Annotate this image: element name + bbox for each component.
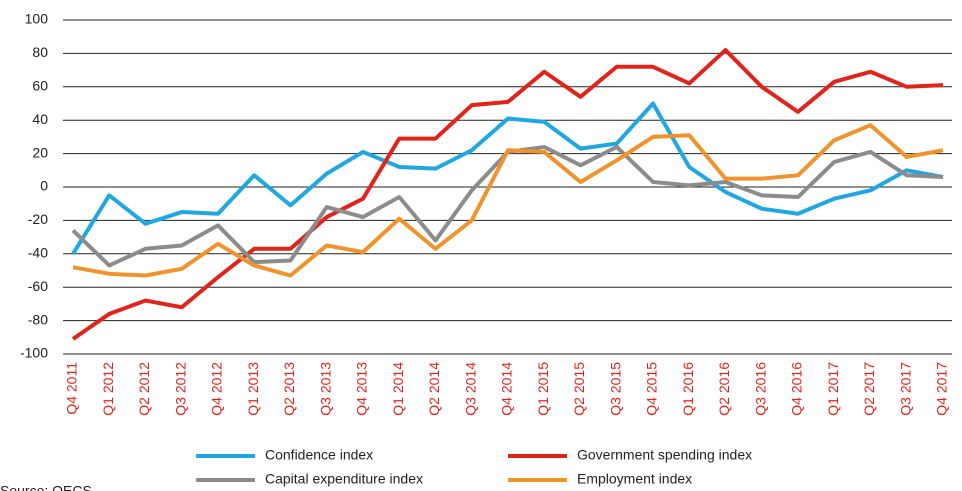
legend-label: Employment index: [577, 471, 692, 487]
x-tick-label: Q1 2012: [100, 362, 116, 416]
y-tick-label: -60: [28, 278, 48, 294]
x-tick-label: Q1 2017: [825, 362, 841, 416]
x-tick-label: Q2 2015: [571, 362, 587, 416]
x-tick-label: Q2 2013: [281, 362, 297, 416]
y-tick-label: 80: [32, 44, 48, 60]
x-tick-label: Q3 2013: [317, 362, 333, 416]
y-tick-label: -80: [28, 311, 48, 327]
x-tick-label: Q3 2017: [897, 362, 913, 416]
x-tick-label: Q3 2014: [462, 362, 478, 416]
legend-label: Government spending index: [577, 447, 752, 463]
x-tick-label: Q2 2016: [716, 362, 732, 416]
x-tick-label: Q4 2013: [354, 362, 370, 416]
y-tick-label: 60: [32, 78, 48, 94]
x-tick-label: Q4 2016: [789, 362, 805, 416]
y-tick-label: 20: [32, 144, 48, 160]
x-tick-label: Q4 2015: [644, 362, 660, 416]
x-tick-label: Q4 2014: [499, 362, 515, 416]
y-tick-label: -100: [20, 345, 48, 361]
x-tick-label: Q4 2012: [209, 362, 225, 416]
x-tick-label: Q1 2013: [245, 362, 261, 416]
x-tick-label: Q3 2012: [172, 362, 188, 416]
x-tick-label: Q4 2011: [64, 362, 80, 415]
y-tick-label: -40: [28, 245, 48, 261]
x-tick-label: Q1 2016: [680, 362, 696, 416]
y-tick-label: 0: [40, 178, 48, 194]
legend-label: Capital expenditure index: [265, 471, 423, 487]
x-tick-label: Q2 2017: [861, 362, 877, 416]
x-tick-label: Q2 2012: [136, 362, 152, 416]
x-tick-label: Q3 2016: [752, 362, 768, 416]
data-line: [72, 123, 944, 278]
x-tick-label: Q3 2015: [607, 362, 623, 416]
legend-label: Confidence index: [265, 447, 373, 463]
y-tick-label: -20: [28, 211, 48, 227]
x-tick-label: Q4 2017: [934, 362, 950, 416]
data-line: [71, 48, 944, 341]
x-tick-label: Q1 2014: [390, 362, 406, 416]
x-tick-label: Q1 2015: [535, 362, 551, 416]
x-tick-label: Q2 2014: [426, 362, 442, 416]
y-tick-label: 40: [32, 111, 48, 127]
data-line: [71, 101, 944, 255]
y-tick-label: 100: [25, 11, 49, 27]
source-note: Source: OECS: [0, 483, 92, 491]
